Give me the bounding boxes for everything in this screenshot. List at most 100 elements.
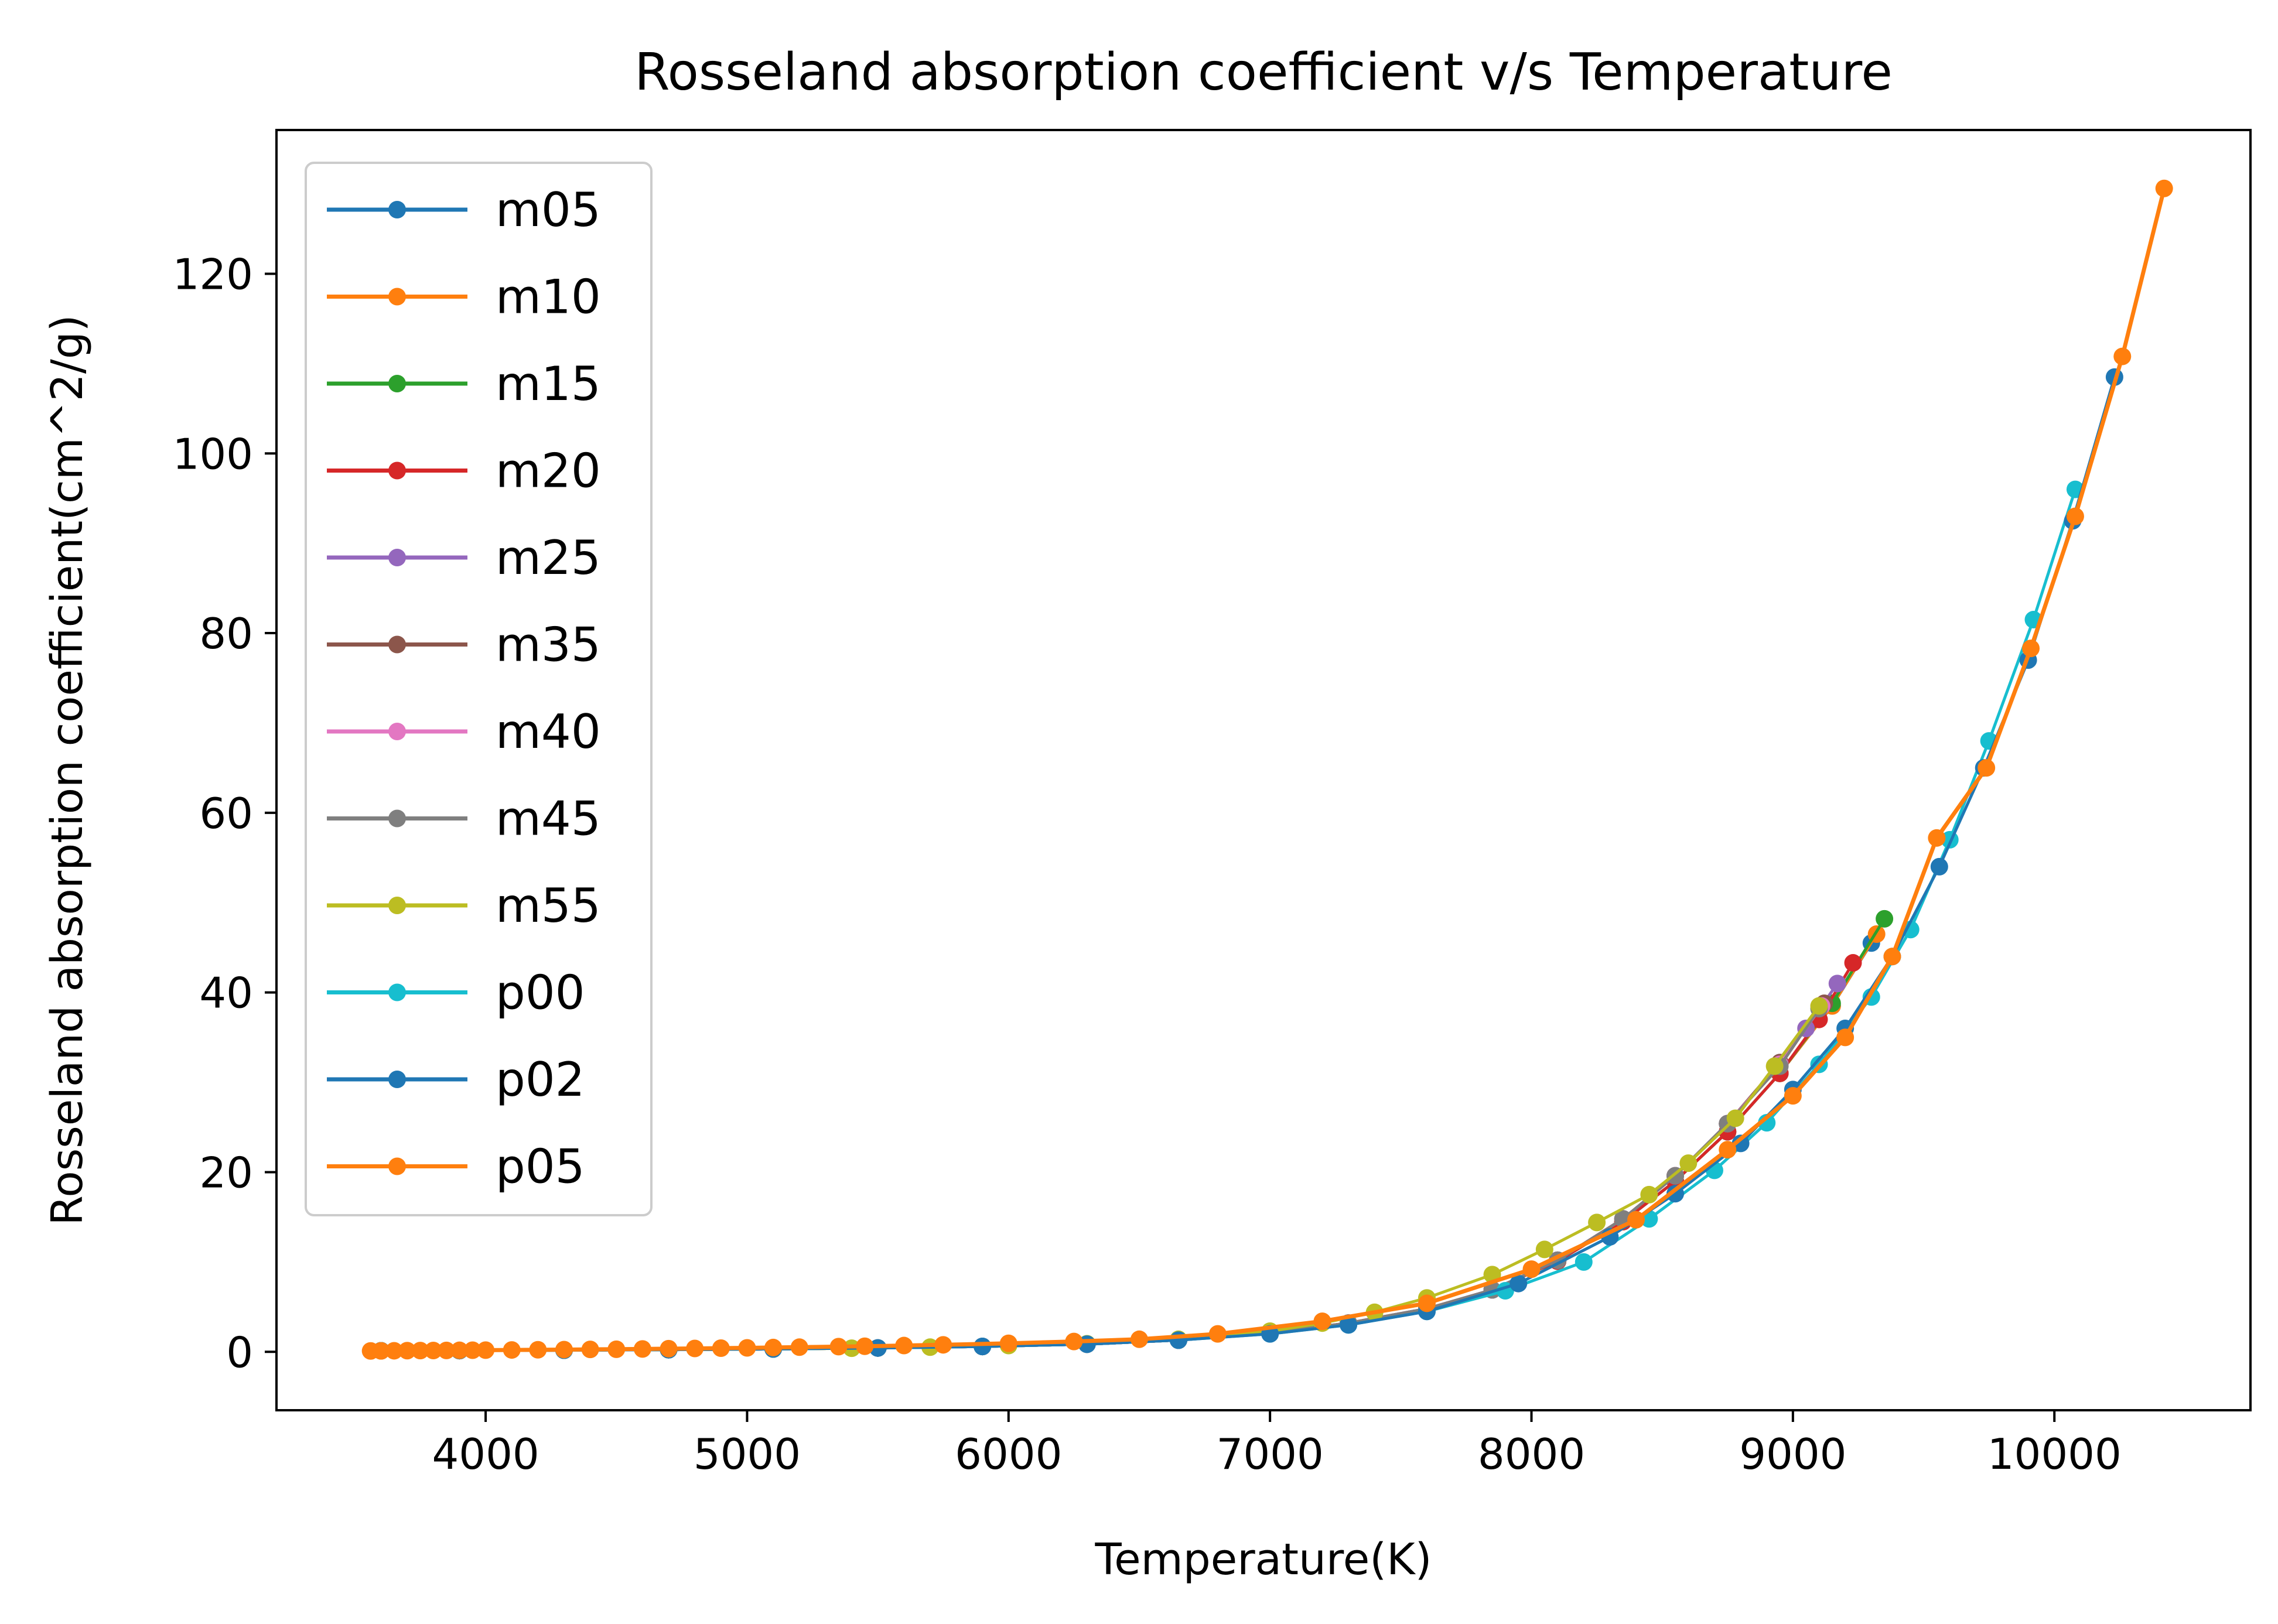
legend: m05 m10 m15 m20 m25 m35 m40 m45 m55 p00 p02 p05 xyxy=(305,162,653,1216)
x-tick-label: 7000 xyxy=(1217,1430,1324,1479)
data-point-p02 xyxy=(1731,1134,1750,1153)
data-point-p05 xyxy=(1522,1260,1541,1278)
series-layer xyxy=(361,179,2173,1360)
x-tick-label: 5000 xyxy=(694,1430,801,1479)
data-point-p05 xyxy=(372,1342,390,1360)
data-point-p05 xyxy=(503,1341,521,1359)
legend-swatch-marker xyxy=(388,375,406,392)
data-point-p05 xyxy=(895,1336,913,1355)
data-point-m15 xyxy=(1876,910,1894,928)
y-axis-title: Rosseland absorption coefficient(cm^2/g) xyxy=(42,314,93,1225)
data-point-p02 xyxy=(1666,1185,1685,1203)
y-tick-label: 120 xyxy=(173,249,253,299)
data-point-m55 xyxy=(1810,997,1828,1015)
x-axis-title: Temperature(K) xyxy=(1094,1534,1432,1585)
x-tick-label: 9000 xyxy=(1739,1430,1846,1479)
data-point-p05 xyxy=(1208,1325,1227,1343)
data-point-p05 xyxy=(398,1342,416,1360)
data-point-p05 xyxy=(1928,829,1946,847)
data-point-p05 xyxy=(607,1340,626,1358)
data-point-m55 xyxy=(1535,1240,1553,1259)
data-point-p05 xyxy=(934,1336,952,1354)
data-point-p02 xyxy=(1169,1331,1187,1349)
data-point-p05 xyxy=(856,1337,874,1355)
data-point-p05 xyxy=(790,1338,808,1356)
data-point-p05 xyxy=(1883,948,1901,966)
x-axis: 4000 5000 6000 7000 8000 9000 10000 xyxy=(432,1410,2122,1479)
data-point-p05 xyxy=(2066,507,2084,525)
x-tick-label: 10000 xyxy=(1987,1430,2122,1479)
y-tick-label: 40 xyxy=(199,969,253,1018)
legend-label: m25 xyxy=(496,531,601,585)
data-point-p05 xyxy=(660,1339,678,1358)
legend-label: m05 xyxy=(496,183,601,237)
data-point-m55 xyxy=(1640,1185,1658,1204)
data-point-p05 xyxy=(1836,1028,1854,1047)
legend-swatch-marker xyxy=(388,809,406,828)
legend-label: m45 xyxy=(496,792,601,846)
data-point-m25 xyxy=(1828,975,1846,993)
legend-label: m40 xyxy=(496,705,601,759)
data-point-p05 xyxy=(829,1338,848,1356)
data-point-p05 xyxy=(450,1341,469,1359)
data-point-p05 xyxy=(2155,179,2173,197)
data-point-p02 xyxy=(1509,1274,1528,1293)
legend-label: p00 xyxy=(496,966,585,1020)
legend-swatch-marker xyxy=(388,1157,406,1175)
data-point-p05 xyxy=(1627,1211,1645,1229)
data-point-p05 xyxy=(2113,347,2132,365)
legend-label: p02 xyxy=(496,1052,585,1107)
x-tick-label: 4000 xyxy=(432,1430,539,1479)
data-point-p05 xyxy=(1065,1332,1083,1351)
data-point-m20 xyxy=(1844,954,1862,972)
data-point-p05 xyxy=(1313,1312,1331,1331)
data-point-p05 xyxy=(999,1334,1017,1352)
legend-label: m20 xyxy=(496,444,601,498)
legend-swatch-marker xyxy=(388,635,406,654)
legend-label: m55 xyxy=(496,878,601,933)
data-point-p00 xyxy=(1575,1253,1593,1271)
y-tick-label: 60 xyxy=(199,789,253,838)
legend-swatch-marker xyxy=(388,461,406,480)
data-point-p05 xyxy=(385,1342,403,1360)
data-point-p05 xyxy=(633,1340,651,1358)
y-axis: 0 20 40 60 80 100 120 xyxy=(173,249,276,1377)
data-point-p05 xyxy=(424,1341,442,1359)
data-point-p05 xyxy=(686,1339,704,1358)
data-point-p05 xyxy=(738,1339,756,1357)
data-point-p05 xyxy=(438,1341,456,1359)
legend-swatch-marker xyxy=(388,1071,406,1088)
legend-swatch-marker xyxy=(388,288,406,306)
y-tick-label: 0 xyxy=(226,1328,253,1377)
data-point-p05 xyxy=(712,1339,730,1357)
y-tick-label: 80 xyxy=(199,609,253,658)
data-point-p05 xyxy=(1130,1330,1148,1348)
data-point-p05 xyxy=(1719,1141,1737,1159)
data-point-p05 xyxy=(555,1341,573,1359)
y-tick-label: 20 xyxy=(199,1148,253,1197)
data-point-p02 xyxy=(1340,1316,1358,1334)
data-point-p05 xyxy=(1418,1294,1436,1312)
data-point-p05 xyxy=(1978,759,1996,777)
x-tick-label: 8000 xyxy=(1478,1430,1585,1479)
data-point-p05 xyxy=(1784,1087,1802,1105)
data-point-p05 xyxy=(477,1341,495,1359)
legend-swatch-marker xyxy=(388,897,406,914)
data-point-p05 xyxy=(411,1342,429,1360)
data-point-m55 xyxy=(1679,1154,1698,1172)
data-point-m55 xyxy=(1588,1213,1606,1232)
plot-frame xyxy=(275,129,2252,1411)
legend-label: m35 xyxy=(496,618,601,672)
series-p05 xyxy=(361,179,2173,1360)
data-point-p05 xyxy=(2022,640,2040,658)
data-point-p05 xyxy=(463,1341,481,1359)
legend-label: m10 xyxy=(496,270,601,324)
data-point-p02 xyxy=(1930,857,1948,876)
data-point-p05 xyxy=(529,1341,547,1359)
data-point-p05 xyxy=(764,1338,783,1356)
legend-swatch-marker xyxy=(388,201,406,218)
data-point-p05 xyxy=(581,1341,599,1359)
legend-swatch-marker xyxy=(388,549,406,566)
legend-swatch-marker xyxy=(388,983,406,1001)
